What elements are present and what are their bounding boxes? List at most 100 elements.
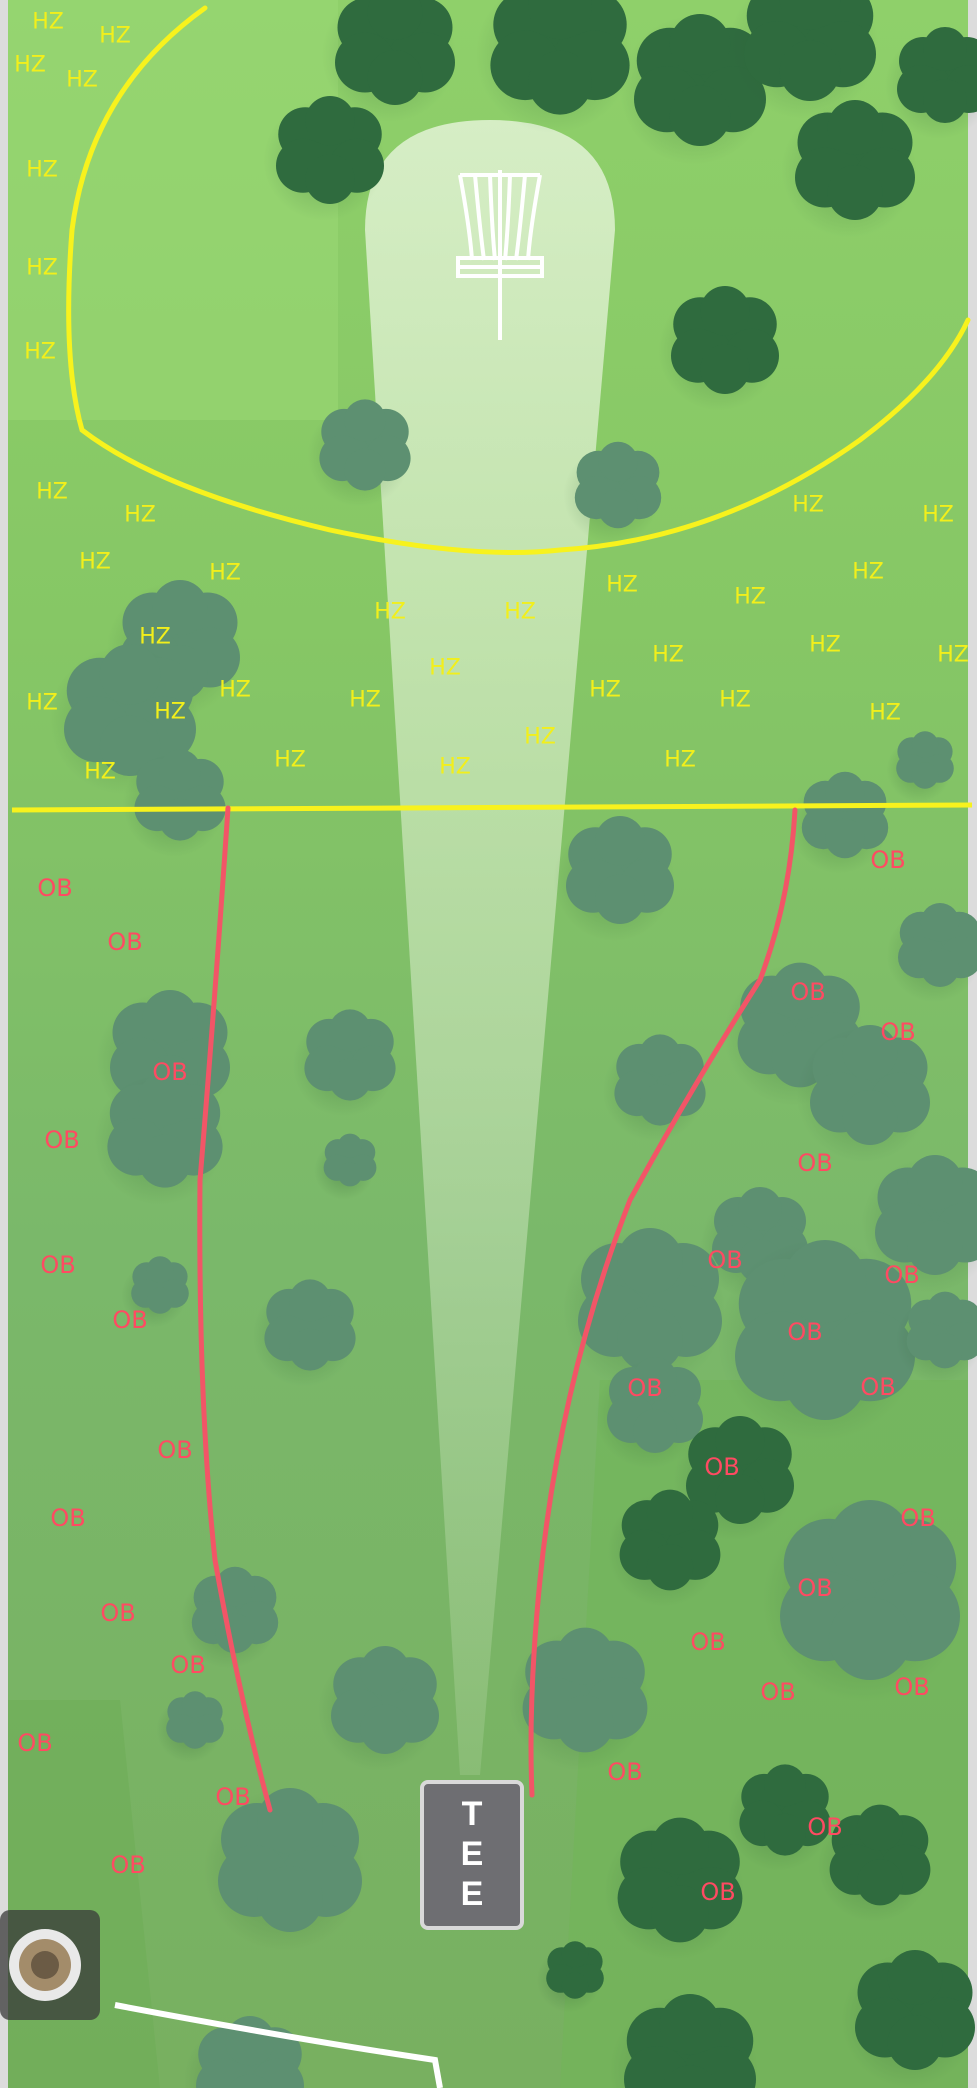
hazard-label: HZ	[589, 677, 621, 703]
ob-label: OB	[884, 1261, 920, 1289]
fairway-corridor	[365, 120, 615, 1775]
ob-label: OB	[112, 1306, 148, 1334]
tree	[603, 1817, 745, 1961]
ob-label: OB	[157, 1436, 193, 1464]
tree	[609, 1994, 759, 2088]
hazard-label: HZ	[852, 559, 884, 585]
hazard-label: HZ	[124, 502, 156, 528]
tree	[318, 1646, 440, 1771]
hazard-label: HZ	[154, 699, 186, 725]
ob-label: OB	[880, 1018, 916, 1046]
trees-group	[49, 0, 977, 2088]
tree	[563, 441, 662, 544]
hazard-label: HZ	[99, 23, 131, 49]
hazard-label: HZ	[26, 255, 58, 281]
tree	[895, 1291, 977, 1384]
tree	[553, 816, 675, 941]
hazard-label: HZ	[606, 572, 638, 598]
tree	[536, 1941, 604, 2013]
ob-label: OB	[107, 928, 143, 956]
tree	[861, 1155, 977, 1293]
upper-light-zone	[8, 0, 338, 420]
tree	[321, 0, 457, 123]
tree	[252, 1279, 356, 1387]
tree	[817, 1804, 931, 1922]
tree	[49, 644, 199, 795]
ob-label: OB	[100, 1599, 136, 1627]
tree	[607, 1489, 721, 1607]
ob-label: OB	[790, 978, 826, 1006]
tree	[781, 100, 917, 238]
tree	[314, 1133, 377, 1200]
tree	[292, 1009, 396, 1117]
hazard-label: HZ	[922, 502, 954, 528]
tree	[156, 1691, 224, 1763]
hazard-label: HZ	[14, 52, 46, 78]
tree	[121, 1256, 189, 1328]
tree	[790, 771, 889, 874]
hazard-label: HZ	[524, 724, 556, 750]
ob-label: OB	[690, 1628, 726, 1656]
tree	[307, 399, 411, 507]
hazard-label: HZ	[139, 624, 171, 650]
hazard-label: HZ	[24, 339, 56, 365]
ob-label: OB	[700, 1878, 736, 1906]
ob-label: OB	[110, 1851, 146, 1879]
hazard-label: HZ	[937, 642, 969, 668]
ob-label: OB	[40, 1251, 76, 1279]
tree	[727, 1764, 831, 1872]
ob-label: OB	[170, 1651, 206, 1679]
ob-label: OB	[704, 1453, 740, 1481]
hazard-label: HZ	[652, 642, 684, 668]
ob-label: OB	[627, 1374, 663, 1402]
ob-label: OB	[17, 1729, 53, 1757]
hazard-label: HZ	[26, 690, 58, 716]
hazard-label: HZ	[734, 584, 766, 610]
ob-label: OB	[707, 1246, 743, 1274]
board-edge-line	[114, 2002, 443, 2088]
tree	[658, 286, 780, 411]
tree	[796, 1025, 932, 1163]
hazard-label: HZ	[374, 599, 406, 625]
ob-label: OB	[37, 874, 73, 902]
tree	[885, 27, 977, 139]
ob-label: OB	[797, 1149, 833, 1177]
tee-letter: T	[461, 1795, 483, 1833]
ob-label: OB	[870, 846, 906, 874]
hazard-label: HZ	[79, 549, 111, 575]
hazard-boundary-line	[11, 802, 973, 813]
hazard-label: HZ	[349, 687, 381, 713]
ob-label: OB	[50, 1504, 86, 1532]
hazard-label: HZ	[792, 492, 824, 518]
tee-letter: E	[460, 1875, 484, 1913]
hazard-label: HZ	[429, 655, 461, 681]
tree	[729, 0, 879, 120]
ob-label: OB	[860, 1373, 896, 1401]
tree	[886, 731, 954, 803]
tree	[563, 1228, 725, 1391]
ob-label: OB	[44, 1126, 80, 1154]
ob-label: OB	[760, 1678, 796, 1706]
hazard-label: HZ	[809, 632, 841, 658]
tree	[762, 1498, 966, 1702]
hazard-label: HZ	[32, 9, 64, 35]
ob-line-left	[197, 805, 273, 1813]
hazard-label: HZ	[869, 700, 901, 726]
tree	[717, 1238, 921, 1442]
tee-letter: E	[460, 1835, 484, 1873]
ob-label: OB	[900, 1504, 936, 1532]
bolt-icon	[0, 1910, 100, 2020]
tree	[886, 903, 977, 1003]
tree	[508, 1627, 650, 1771]
ob-line-right	[528, 807, 798, 1798]
tree	[841, 1950, 977, 2088]
hazard-label: HZ	[219, 677, 251, 703]
hazard-label: HZ	[719, 687, 751, 713]
ob-label: OB	[807, 1813, 843, 1841]
ob-label: OB	[894, 1673, 930, 1701]
ob-label: OB	[215, 1783, 251, 1811]
tree	[203, 1788, 365, 1951]
hazard-label: HZ	[274, 747, 306, 773]
